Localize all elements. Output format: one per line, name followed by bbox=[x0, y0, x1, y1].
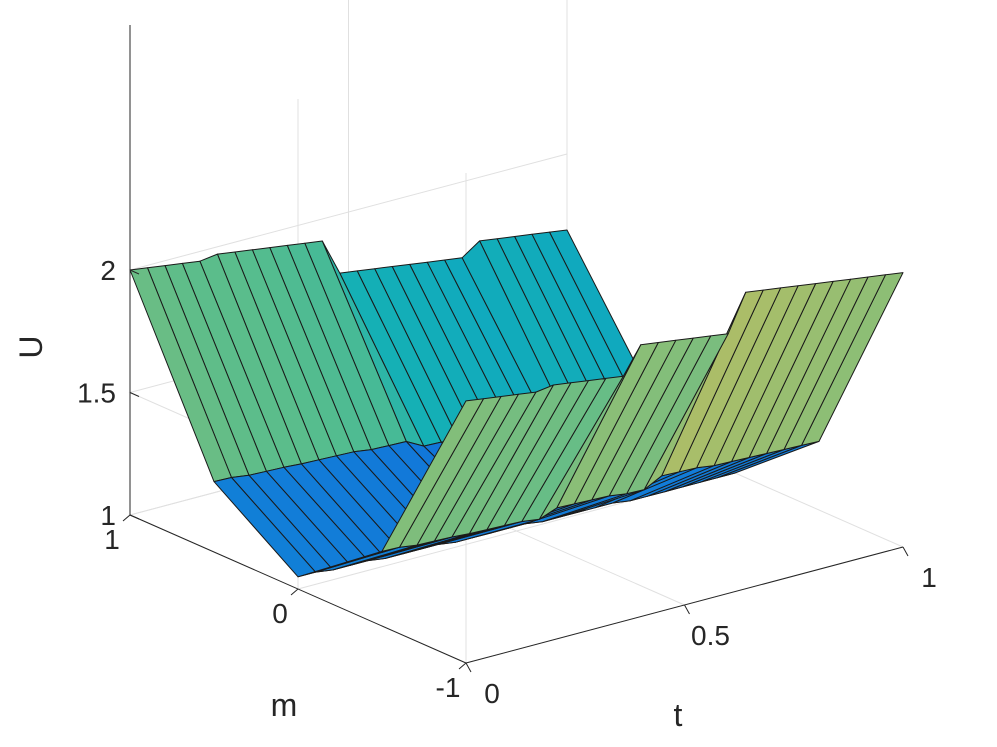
t-tick-mark bbox=[684, 604, 690, 615]
x-axis-label: t bbox=[674, 697, 683, 733]
surface-patch bbox=[381, 398, 484, 552]
z-tick-mark bbox=[129, 269, 140, 275]
z-axis-label: U bbox=[13, 335, 49, 358]
m-tick-mark bbox=[122, 514, 131, 522]
z-tick-label: 2 bbox=[100, 255, 116, 286]
m-tick-mark bbox=[290, 588, 299, 596]
z-tick-label: 1.5 bbox=[77, 378, 116, 409]
axes-layer: 1 1.5 2 -1 0 1 0 0.5 1 bbox=[77, 25, 937, 709]
t-tick-mark bbox=[465, 662, 472, 673]
labels-layer: U m t bbox=[13, 335, 683, 733]
m-tick-label: 1 bbox=[104, 524, 120, 555]
z-tick-mark bbox=[129, 392, 140, 397]
m-tick-label: 0 bbox=[272, 598, 288, 629]
surface-layer bbox=[129, 229, 904, 578]
z-tick-label: 1 bbox=[100, 500, 116, 531]
y-axis-label: m bbox=[271, 687, 298, 723]
m-tick-mark bbox=[458, 662, 467, 670]
m-tick-label: -1 bbox=[436, 672, 461, 703]
t-tick-label: 0.5 bbox=[691, 620, 730, 651]
z-tick-mark bbox=[129, 514, 140, 520]
t-tick-mark bbox=[902, 546, 909, 557]
t-tick-label: 1 bbox=[921, 562, 937, 593]
t-tick-label: 0 bbox=[484, 678, 500, 709]
